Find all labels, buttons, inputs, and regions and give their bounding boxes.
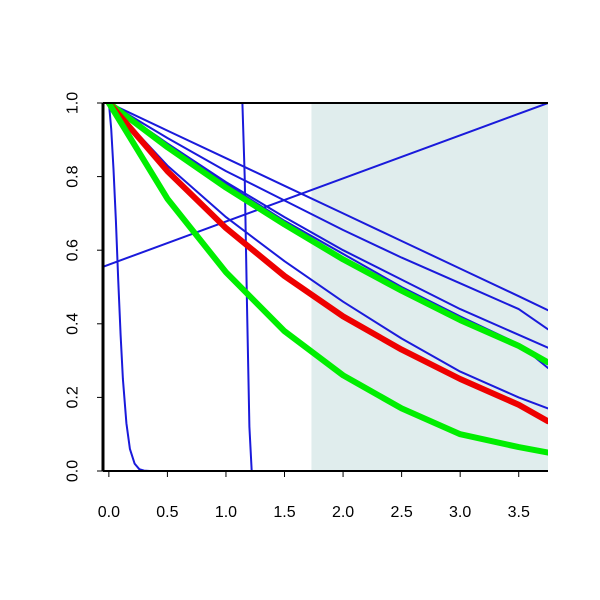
series-line-3 [103,103,548,471]
series-line-5 [107,103,548,331]
series-layer [103,103,548,471]
series-line-8 [107,103,548,410]
shaded-region-layer [311,103,548,471]
y-tick-label: 1.0 [65,92,82,114]
x-tick-label: 0.0 [98,504,120,521]
shaded-region [311,103,548,471]
y-tick-label: 0.8 [65,165,82,187]
x-tick-label: 2.5 [390,504,412,521]
y-tick-label: 0.2 [65,386,82,408]
x-tick-labels: 0.0 0.5 1.0 1.5 2.0 2.5 3.0 3.5 [98,504,530,521]
y-tick-label: 0.6 [65,239,82,261]
y-tick-label: 0.0 [65,460,82,482]
axes [101,102,548,472]
x-tick-label: 3.5 [508,504,530,521]
series-line-4 [107,103,548,312]
x-tick-label: 0.5 [156,504,178,521]
y-tick-label: 0.4 [65,313,82,335]
x-tick-label: 2.0 [332,504,354,521]
series-line-6 [107,103,548,349]
series-line-11 [105,103,548,425]
x-tick-label: 1.0 [215,504,237,521]
series-line-12 [105,103,548,456]
x-tick-label: 1.5 [273,504,295,521]
tick-marks [97,102,520,477]
series-line-10 [105,103,548,366]
x-tick-label: 3.0 [449,504,471,521]
y-tick-labels: 0.0 0.2 0.4 0.6 0.8 1.0 [65,92,82,482]
series-line-1 [103,103,548,268]
